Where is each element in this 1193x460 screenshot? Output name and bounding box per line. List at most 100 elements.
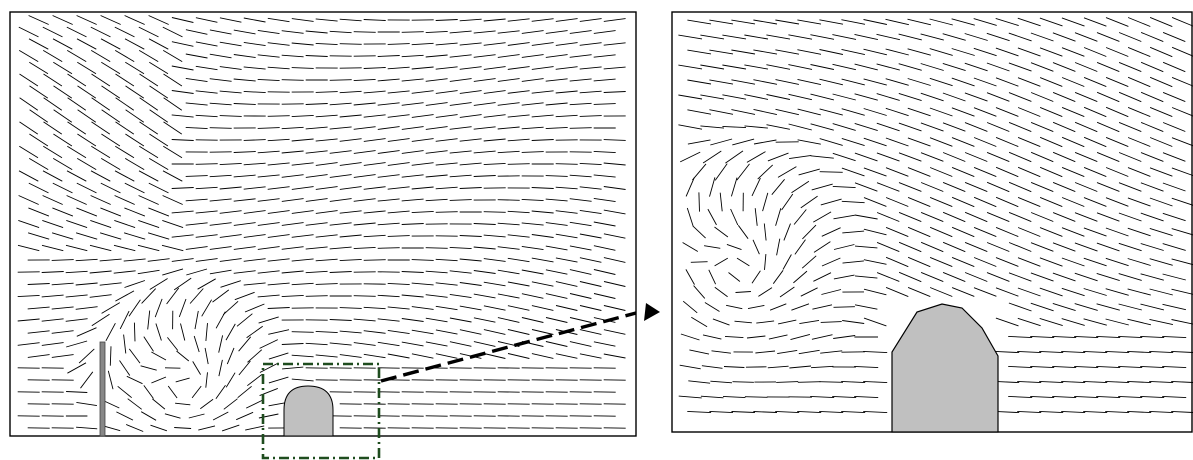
flow-vector <box>841 410 866 414</box>
flow-vector <box>775 410 800 414</box>
flow-vector <box>1008 121 1032 133</box>
flow-vector <box>209 78 232 82</box>
flow-vector <box>810 395 835 399</box>
flow-vector <box>1052 32 1076 42</box>
flow-vector <box>195 90 218 94</box>
flow-vector <box>593 221 616 227</box>
flow-vector <box>995 107 1019 117</box>
flow-vector <box>531 42 554 46</box>
flow-vector <box>339 114 362 118</box>
flow-vector <box>964 272 988 282</box>
flow-vector <box>459 66 482 70</box>
flow-vector <box>483 66 506 70</box>
flow-vector <box>797 19 822 25</box>
flow-vector <box>42 195 63 205</box>
flow-vector <box>545 245 568 251</box>
flow-vector <box>353 126 376 130</box>
flow-vector <box>810 34 835 40</box>
flow-vector <box>569 78 592 82</box>
flow-vector <box>1039 17 1063 27</box>
flow-vector <box>942 92 966 102</box>
flow-vector <box>1074 335 1099 339</box>
flow-vector <box>593 54 616 58</box>
flow-vector <box>756 320 775 324</box>
flow-vector <box>714 286 728 298</box>
right-obstacle <box>891 303 999 433</box>
flow-vector <box>41 318 64 322</box>
flow-vector <box>149 85 169 99</box>
flow-vector <box>863 167 887 177</box>
flow-vector <box>876 63 900 71</box>
flow-vector <box>138 170 159 182</box>
flow-vector <box>942 241 966 253</box>
flow-vector <box>714 163 728 181</box>
flow-vector <box>753 108 777 116</box>
flow-vector <box>114 219 136 229</box>
flow-vector <box>100 15 121 25</box>
flow-vector <box>1083 380 1108 384</box>
flow-vector <box>687 139 711 145</box>
flow-vector <box>212 411 229 421</box>
flow-vector <box>555 66 578 70</box>
flow-vector <box>123 232 146 240</box>
flow-vector <box>1118 273 1142 281</box>
flow-vector <box>267 186 290 190</box>
flow-vector <box>1140 273 1164 281</box>
flow-vector <box>353 31 376 33</box>
flow-vector <box>767 365 789 369</box>
flow-vector <box>507 329 530 335</box>
flow-vector <box>411 90 434 94</box>
flow-vector <box>1096 303 1120 311</box>
flow-vector <box>257 270 280 274</box>
flow-vector <box>124 158 145 170</box>
flow-vector <box>579 186 602 190</box>
flow-vector <box>353 295 376 297</box>
flow-vector <box>531 114 554 118</box>
flow-vector <box>459 42 482 46</box>
flow-vector <box>1061 77 1085 87</box>
flow-vector <box>710 138 733 146</box>
flow-vector <box>1074 151 1098 163</box>
flow-vector <box>449 293 472 299</box>
flow-vector <box>1061 47 1085 57</box>
flow-vector <box>19 145 39 159</box>
flow-vector <box>483 211 506 213</box>
flow-vector <box>401 78 424 82</box>
flow-vector <box>1074 242 1098 252</box>
flow-vector <box>473 293 496 299</box>
flow-vector <box>603 281 626 287</box>
flow-vector <box>1008 335 1033 339</box>
flow-vector <box>167 385 178 399</box>
flow-vector <box>579 162 602 166</box>
flow-vector <box>66 170 87 182</box>
flow-vector <box>799 319 820 325</box>
flow-vector <box>51 232 74 240</box>
flow-vector <box>377 174 400 178</box>
flow-vector <box>973 166 997 178</box>
flow-vector <box>995 287 1019 297</box>
flow-vector <box>798 349 820 355</box>
flow-vector <box>222 300 239 316</box>
flow-vector <box>401 174 424 178</box>
flow-vector <box>387 282 410 286</box>
flow-vector <box>1149 46 1173 58</box>
flow-vector <box>929 226 953 238</box>
flow-vector <box>155 323 162 341</box>
flow-vector <box>898 63 922 71</box>
flow-vector <box>973 257 997 267</box>
flow-vector <box>678 34 703 40</box>
flow-vector <box>363 306 386 310</box>
flow-vector <box>1171 228 1193 236</box>
flow-vector <box>819 381 844 383</box>
flow-vector <box>17 294 40 298</box>
flow-vector <box>507 18 530 22</box>
flow-vector <box>281 294 304 298</box>
flow-vector <box>685 269 695 285</box>
flow-vector <box>77 61 97 75</box>
flow-vector <box>42 170 63 182</box>
flow-vector <box>225 323 236 341</box>
flow-vector <box>555 281 578 287</box>
flow-vector <box>1030 272 1054 282</box>
flow-vector <box>810 93 835 101</box>
flow-vector <box>800 195 818 209</box>
